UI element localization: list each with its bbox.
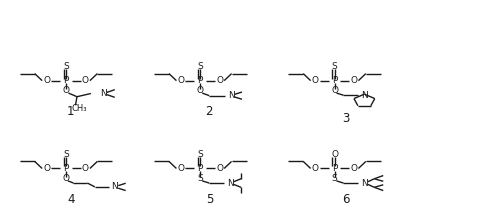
Text: 2: 2	[206, 105, 213, 118]
Text: P: P	[198, 164, 203, 173]
Text: O: O	[350, 164, 358, 173]
Text: O: O	[43, 164, 50, 173]
Text: 3: 3	[342, 112, 349, 125]
Text: N: N	[100, 89, 106, 98]
Text: CH₃: CH₃	[71, 104, 86, 113]
Text: N: N	[361, 91, 368, 100]
Text: O: O	[178, 164, 184, 173]
Text: 5: 5	[206, 193, 214, 206]
Text: S: S	[198, 62, 203, 71]
Text: P: P	[64, 164, 68, 173]
Text: P: P	[198, 76, 203, 85]
Text: O: O	[331, 86, 338, 95]
Text: S: S	[332, 62, 338, 71]
Text: P: P	[332, 164, 337, 173]
Text: O: O	[62, 174, 70, 183]
Text: N: N	[228, 91, 234, 100]
Text: N: N	[361, 179, 368, 187]
Text: S: S	[63, 62, 69, 71]
Text: O: O	[350, 76, 358, 85]
Text: 6: 6	[342, 193, 349, 206]
Text: O: O	[82, 76, 89, 85]
Text: P: P	[332, 76, 337, 85]
Text: P: P	[64, 76, 68, 85]
Text: 1: 1	[66, 105, 74, 118]
Text: N: N	[226, 179, 234, 187]
Text: O: O	[312, 164, 318, 173]
Text: O: O	[216, 76, 223, 85]
Text: O: O	[331, 150, 338, 159]
Text: O: O	[197, 86, 204, 95]
Text: S: S	[198, 174, 203, 183]
Text: O: O	[43, 76, 50, 85]
Text: S: S	[332, 174, 338, 183]
Text: O: O	[312, 76, 318, 85]
Text: O: O	[178, 76, 184, 85]
Text: S: S	[198, 150, 203, 159]
Text: O: O	[62, 86, 70, 95]
Text: O: O	[82, 164, 89, 173]
Text: S: S	[63, 150, 69, 159]
Text: O: O	[216, 164, 223, 173]
Text: 4: 4	[67, 193, 75, 206]
Text: N: N	[112, 182, 118, 191]
